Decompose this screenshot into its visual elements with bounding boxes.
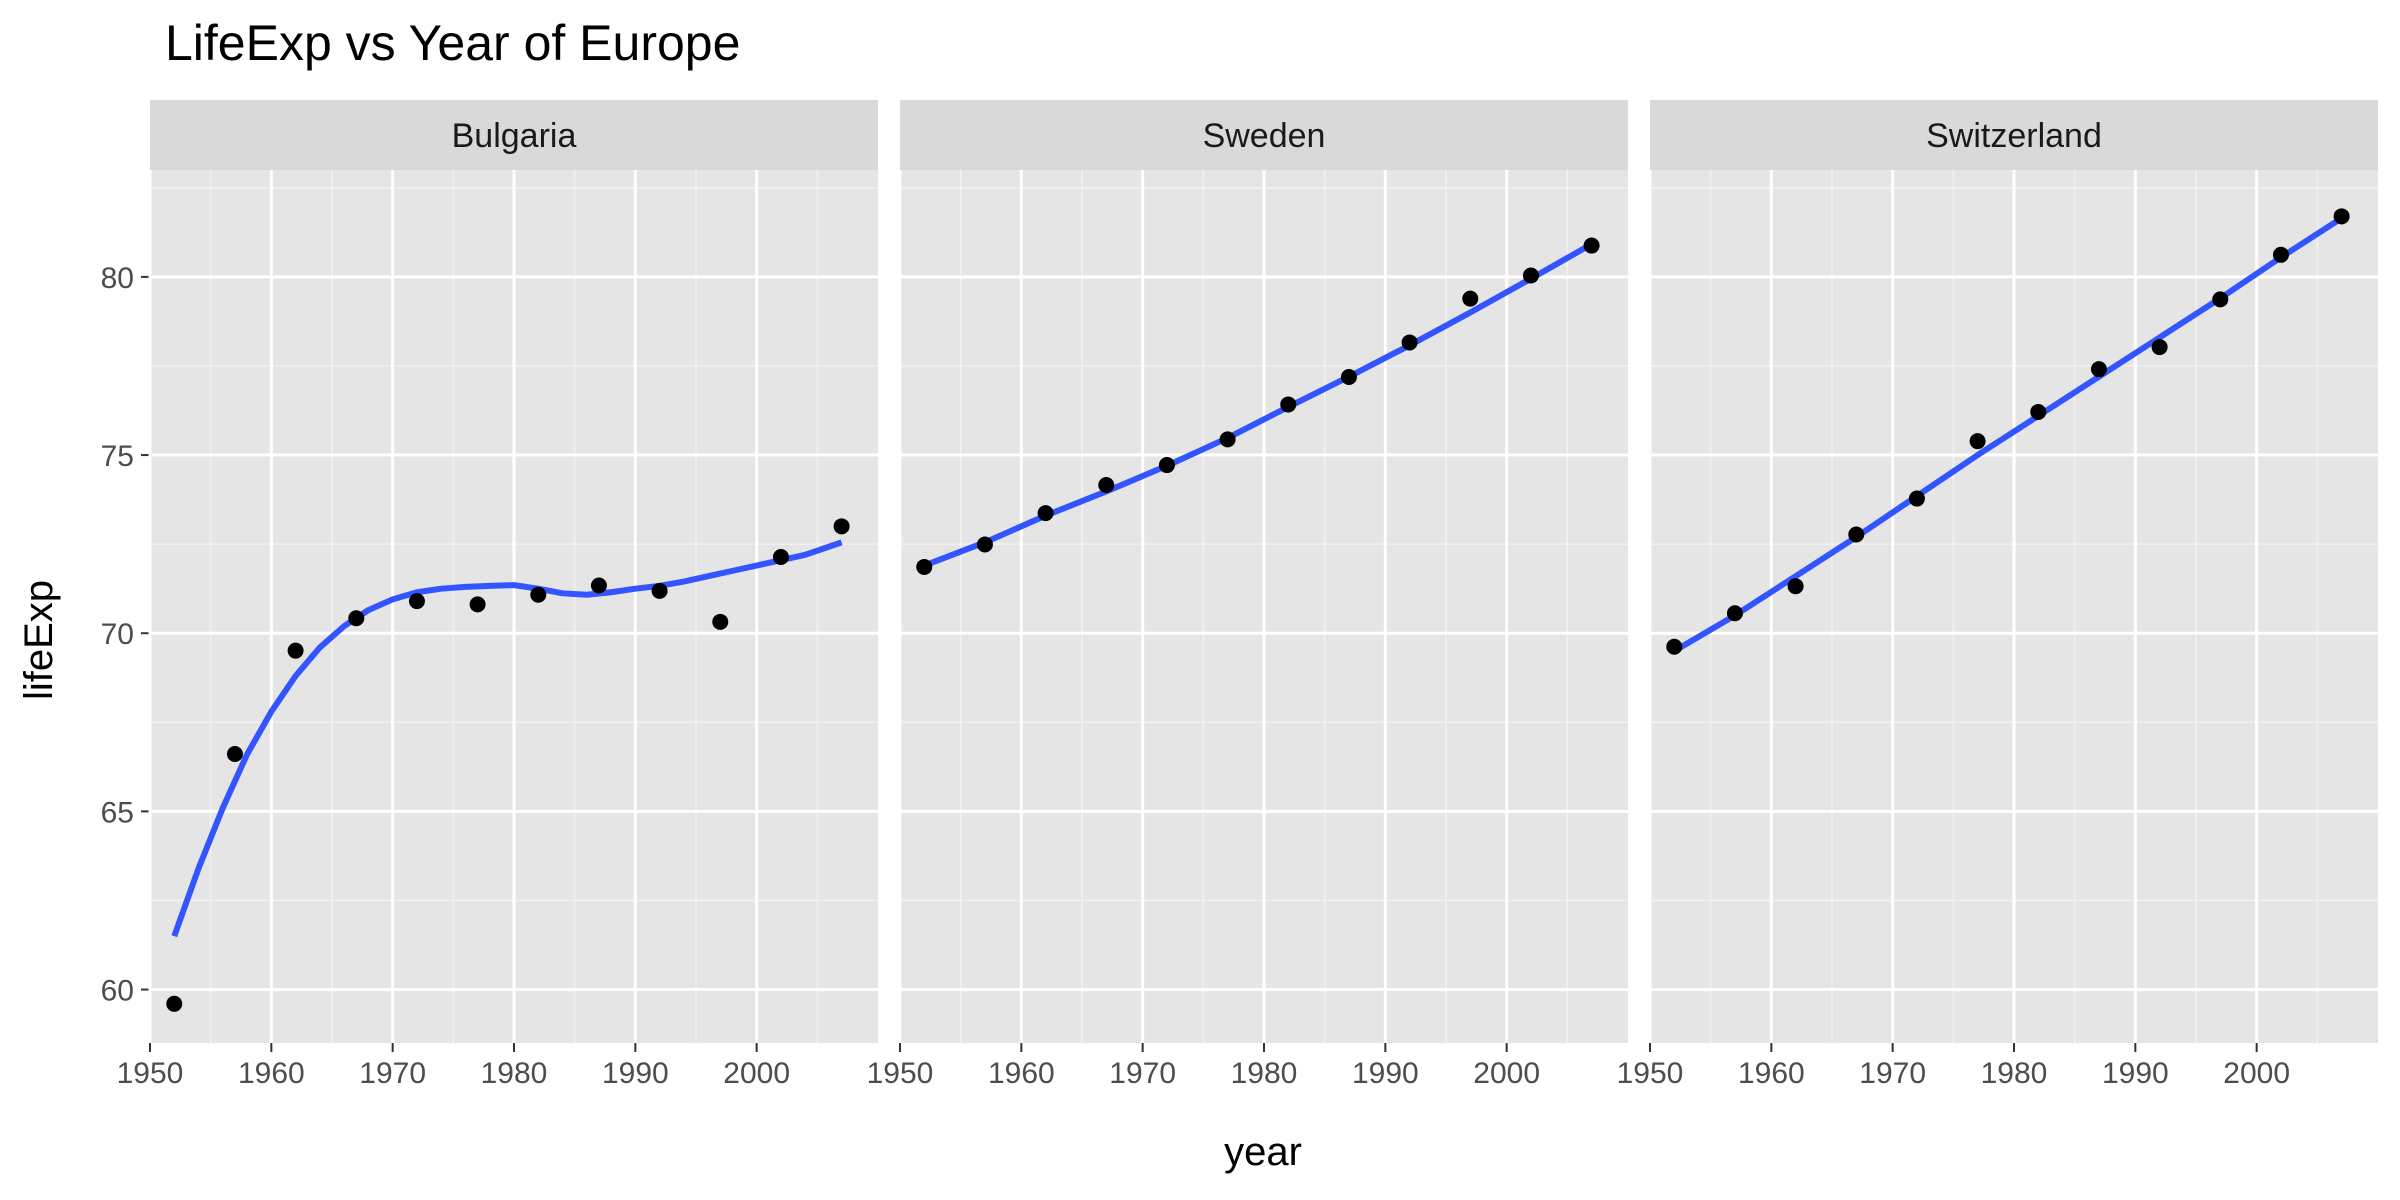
data-point <box>1098 476 1115 493</box>
x-tick-label: 1970 <box>1859 1057 1926 1090</box>
x-tick-label: 1960 <box>238 1057 305 1090</box>
data-point <box>469 596 486 613</box>
data-point <box>1401 334 1418 351</box>
data-point <box>1666 638 1683 655</box>
x-tick-label: 2000 <box>2223 1057 2290 1090</box>
x-tick-label: 1960 <box>1738 1057 1805 1090</box>
data-point <box>1787 578 1804 595</box>
data-point <box>712 613 729 630</box>
data-point <box>1158 457 1175 474</box>
facet-strip <box>900 100 1628 170</box>
smooth-line <box>923 241 1594 569</box>
data-point <box>166 995 183 1012</box>
y-tick-label: 65 <box>101 796 134 829</box>
data-point <box>976 536 993 553</box>
facet-strip-label: Bulgaria <box>452 117 577 155</box>
data-point <box>2212 291 2229 308</box>
data-point <box>1848 526 1865 543</box>
data-point <box>1726 605 1743 622</box>
smooth-line <box>171 539 843 938</box>
y-tick-label: 80 <box>101 262 134 295</box>
x-tick-label: 2000 <box>723 1057 790 1090</box>
x-axis-title: year <box>1224 1130 1302 1174</box>
data-point <box>2333 208 2350 225</box>
y-tick-label: 60 <box>101 975 134 1008</box>
data-point <box>1522 267 1539 284</box>
data-point <box>1908 490 1925 507</box>
data-point <box>590 577 607 594</box>
data-point <box>651 582 668 599</box>
x-tick-label: 1990 <box>602 1057 669 1090</box>
x-tick-label: 1990 <box>2102 1057 2169 1090</box>
x-tick-label: 1980 <box>1981 1057 2048 1090</box>
y-axis-title: lifeExp <box>17 580 61 700</box>
data-point <box>772 548 789 565</box>
x-tick-label: 1970 <box>1109 1057 1176 1090</box>
facet-bulgaria: Bulgaria 1950 1960 1970 1980 1990 2000 <box>117 100 878 1090</box>
facet-panels: 60 65 70 75 80 Bulgaria 1950 1960 1970 1980 1990 20… <box>101 100 2378 1090</box>
facet-switzerland: Switzerland 1950 1960 1970 1980 1990 2000 <box>1617 100 2378 1090</box>
facet-strip <box>150 100 878 170</box>
y-tick-label: 70 <box>101 618 134 651</box>
x-tick-label: 1970 <box>359 1057 426 1090</box>
x-tick-label: 1980 <box>481 1057 548 1090</box>
data-point <box>1037 505 1054 522</box>
x-tick-label: 1960 <box>988 1057 1055 1090</box>
data-point <box>530 586 547 603</box>
data-point <box>1583 237 1600 254</box>
smooth-line <box>1672 215 2344 654</box>
facet-strip-label: Sweden <box>1203 117 1326 155</box>
data-point <box>2030 403 2047 420</box>
data-point <box>1340 369 1357 386</box>
facet-strip <box>1650 100 2378 170</box>
x-tick-label: 1950 <box>867 1057 934 1090</box>
data-point <box>1462 290 1479 307</box>
data-point <box>408 593 425 610</box>
data-point <box>2090 361 2107 378</box>
data-point <box>1280 396 1297 413</box>
data-point <box>2151 339 2168 356</box>
data-point <box>916 558 933 575</box>
data-point <box>226 746 243 763</box>
facet-sweden: Sweden 1950 1960 1970 1980 1990 2000 <box>867 100 1628 1090</box>
y-tick-label: 75 <box>101 440 134 473</box>
data-point <box>833 518 850 535</box>
data-point <box>1219 431 1236 448</box>
chart-title: LifeExp vs Year of Europe <box>165 15 740 71</box>
x-tick-label: 2000 <box>1473 1057 1540 1090</box>
x-tick-label: 1990 <box>1352 1057 1419 1090</box>
data-point <box>348 610 365 627</box>
x-tick-label: 1950 <box>117 1057 184 1090</box>
facet-strip-label: Switzerland <box>1926 117 2102 155</box>
data-point <box>2272 246 2289 263</box>
x-tick-label: 1980 <box>1231 1057 1298 1090</box>
data-point <box>1969 433 1986 450</box>
x-tick-label: 1950 <box>1617 1057 1684 1090</box>
data-point <box>287 642 304 659</box>
